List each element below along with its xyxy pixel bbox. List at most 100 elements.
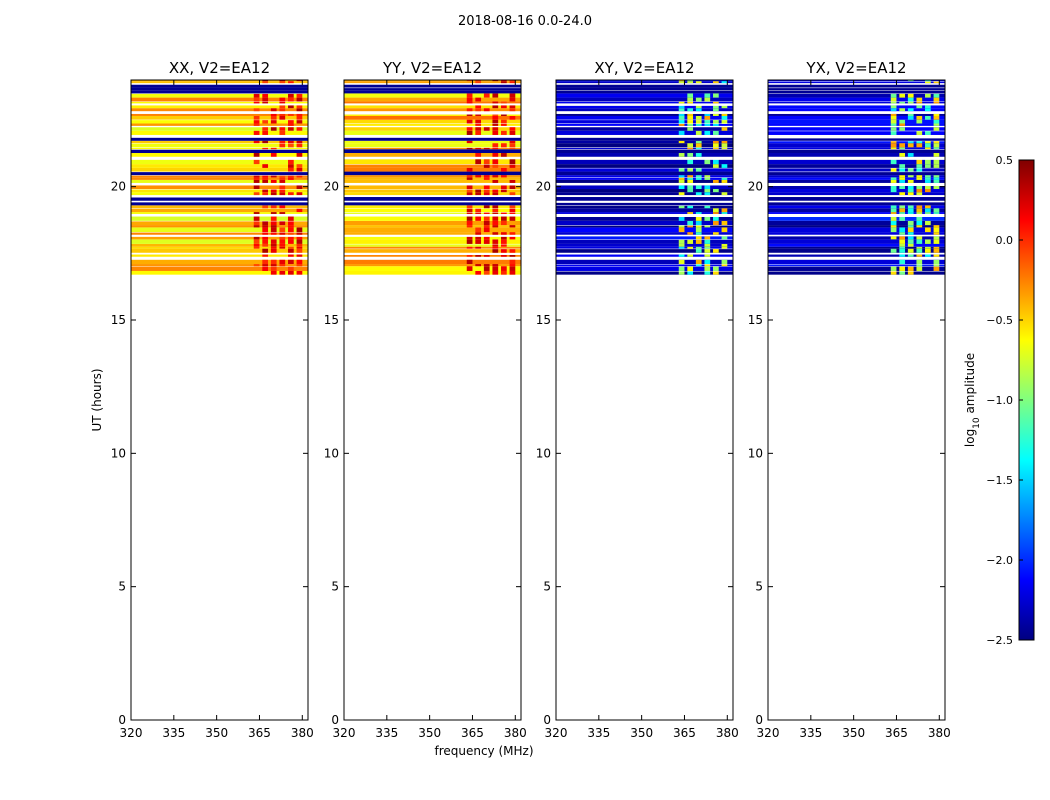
rfi-segment: [288, 192, 294, 196]
rfi-segment: [933, 164, 940, 168]
rfi-segment: [678, 227, 685, 233]
rfi-segment: [899, 164, 906, 168]
data-row: [344, 108, 521, 112]
data-row: [131, 248, 308, 253]
data-row: [131, 192, 308, 196]
rfi-segment: [253, 101, 260, 104]
rfi-segment: [687, 115, 694, 120]
rfi-segment: [916, 208, 923, 213]
rfi-segment: [695, 239, 702, 244]
rfi-segment: [687, 167, 694, 172]
data-row: [768, 164, 945, 168]
rfi-segment: [704, 266, 711, 271]
data-row: [556, 167, 733, 172]
rfi-segment: [253, 212, 260, 214]
data-row: [344, 137, 521, 141]
rfi-segment: [721, 227, 728, 233]
rfi-segment: [509, 225, 516, 228]
rfi-segment: [296, 246, 303, 249]
rfi-segment: [899, 246, 906, 249]
rfi-segment: [253, 140, 260, 144]
rfi-segment: [466, 208, 473, 213]
rfi-segment: [279, 246, 286, 249]
data-row: [768, 202, 945, 206]
data-row: [768, 113, 945, 116]
rfi-segment: [925, 177, 931, 180]
rfi-segment: [695, 185, 702, 190]
data-row: [556, 212, 733, 214]
rfi-segment: [890, 167, 897, 172]
rfi-segment: [492, 101, 499, 104]
data-row: [556, 97, 733, 102]
rfi-segment: [916, 264, 923, 267]
rfi-segment: [492, 179, 499, 183]
rfi-segment: [713, 113, 719, 116]
colorbar-tick-label: −0.5: [986, 314, 1013, 327]
rfi-segment: [687, 101, 694, 104]
rfi-segment: [262, 225, 269, 228]
rfi-segment: [492, 189, 499, 193]
rfi-segment: [279, 236, 286, 240]
rfi-segment: [466, 254, 473, 257]
rfi-segment: [492, 243, 499, 247]
x-tick-label: 365: [673, 726, 696, 740]
rfi-segment: [678, 225, 685, 228]
data-row: [344, 243, 521, 247]
data-row: [768, 130, 945, 135]
rfi-segment: [721, 264, 728, 267]
rfi-segment: [704, 216, 711, 221]
rfi-segment: [288, 93, 294, 98]
rfi-segment: [253, 93, 260, 98]
data-row: [131, 264, 308, 267]
data-row: [556, 175, 733, 178]
rfi-segment: [933, 239, 940, 244]
rfi-segment: [262, 192, 269, 196]
rfi-segment: [916, 205, 923, 209]
rfi-segment: [475, 127, 482, 131]
rfi-segment: [916, 167, 923, 172]
rfi-segment: [509, 127, 516, 131]
rfi-segment: [509, 179, 516, 183]
x-tick-label: 350: [842, 726, 865, 740]
rfi-segment: [713, 270, 719, 275]
rfi-segment: [501, 175, 507, 178]
rfi-segment: [695, 175, 702, 178]
rfi-segment: [253, 239, 260, 244]
rfi-segment: [466, 212, 473, 214]
rfi-segment: [288, 236, 294, 240]
rfi-segment: [509, 212, 516, 214]
data-row: [556, 147, 733, 150]
rfi-segment: [687, 81, 694, 84]
rfi-segment: [483, 225, 490, 228]
rfi-segment: [899, 192, 906, 196]
rfi-segment: [907, 243, 914, 247]
rfi-segment: [475, 236, 482, 240]
rfi-segment: [262, 259, 269, 265]
spectrogram-image: [768, 80, 945, 275]
data-row: [131, 113, 308, 116]
rfi-segment: [279, 115, 286, 120]
rfi-segment: [492, 127, 499, 131]
rfi-segment: [492, 153, 499, 157]
rfi-segment: [483, 147, 490, 150]
rfi-segment: [713, 123, 719, 126]
y-tick-label: 10: [748, 446, 763, 460]
rfi-segment: [475, 246, 482, 249]
rfi-segment: [713, 208, 719, 213]
rfi-segment: [492, 248, 499, 253]
rfi-segment: [296, 113, 303, 116]
rfi-segment: [687, 239, 694, 244]
data-row: [768, 137, 945, 141]
rfi-segment: [466, 80, 473, 82]
y-tick-label: 20: [536, 180, 551, 194]
rfi-segment: [279, 239, 286, 244]
rfi-segment: [899, 236, 906, 240]
rfi-segment: [925, 105, 931, 109]
rfi-segment: [687, 97, 694, 102]
rfi-segment: [890, 266, 897, 271]
rfi-segment: [492, 212, 499, 214]
rfi-segment: [925, 220, 931, 226]
rfi-segment: [695, 232, 702, 235]
rfi-segment: [721, 164, 728, 168]
y-tick-label: 20: [748, 180, 763, 194]
